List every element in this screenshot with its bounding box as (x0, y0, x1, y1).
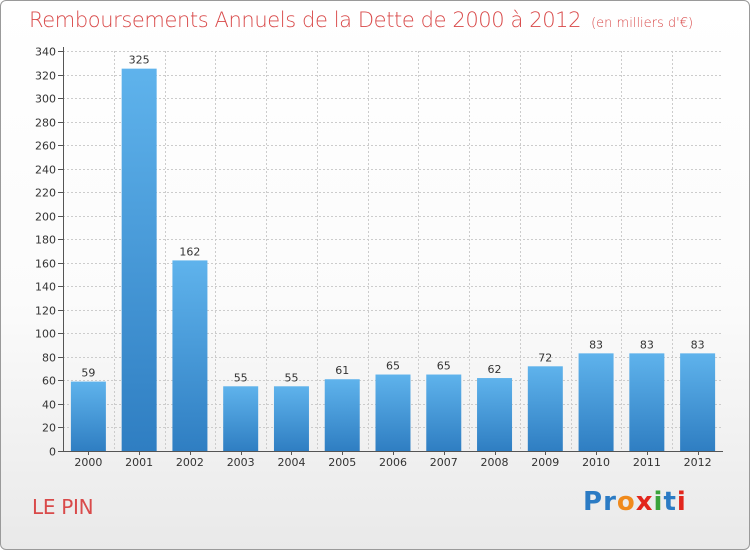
bar-value-label: 162 (179, 245, 200, 258)
x-tick-label: 2006 (379, 456, 407, 469)
bar-2002[interactable] (172, 260, 208, 451)
bar-value-label: 83 (589, 338, 603, 351)
bar-2001[interactable] (121, 68, 157, 451)
bar-value-label: 65 (437, 360, 451, 373)
y-tick-label: 80 (42, 352, 56, 365)
bar-2000[interactable] (70, 381, 106, 451)
chart-title: Remboursements Annuels de la Dette de 20… (29, 8, 693, 32)
bar-value-label: 55 (284, 371, 298, 384)
bar-2012[interactable] (680, 353, 716, 451)
bar-value-label: 62 (488, 363, 502, 376)
y-tick-label: 220 (35, 187, 56, 200)
y-tick-label: 100 (35, 328, 56, 341)
y-tick-label: 40 (42, 399, 56, 412)
y-tick-label: 0 (49, 446, 56, 459)
y-tick-label: 140 (35, 281, 56, 294)
x-tick-label: 2002 (176, 456, 204, 469)
location-name: LE PIN (32, 495, 94, 519)
y-tick-label: 260 (35, 140, 56, 153)
x-tick-label: 2008 (481, 456, 509, 469)
bar-2004[interactable] (273, 386, 309, 451)
logo-letter: r (603, 487, 617, 517)
x-tick-label: 2012 (684, 456, 712, 469)
logo-letter: o (616, 487, 636, 517)
logo-letter: x (635, 487, 654, 517)
bar-2009[interactable] (527, 366, 563, 451)
y-tick-label: 160 (35, 258, 56, 271)
x-tick-label: 2005 (328, 456, 356, 469)
y-tick-label: 340 (35, 46, 56, 59)
bar-2006[interactable] (375, 374, 411, 451)
bar-value-label: 61 (335, 364, 349, 377)
logo-letter: i (653, 487, 664, 517)
bar-value-label: 325 (129, 54, 150, 67)
y-tick-label: 60 (42, 375, 56, 388)
y-tick-label: 120 (35, 305, 56, 318)
bar-2007[interactable] (426, 374, 462, 451)
bar-2005[interactable] (324, 379, 360, 451)
bar-value-label: 55 (234, 371, 248, 384)
y-tick-label: 200 (35, 211, 56, 224)
logo-letter: i (676, 487, 687, 517)
y-tick-label: 180 (35, 234, 56, 247)
bar-value-label: 65 (386, 360, 400, 373)
proxiti-logo[interactable]: Proxiti (583, 487, 687, 517)
x-tick-label: 2000 (74, 456, 102, 469)
x-tick-label: 2004 (277, 456, 305, 469)
bar-2008[interactable] (477, 378, 513, 451)
y-tick-label: 320 (35, 70, 56, 83)
bar-value-label: 83 (640, 338, 654, 351)
x-tick-label: 2009 (531, 456, 559, 469)
x-tick-label: 2001 (125, 456, 153, 469)
y-tick-label: 300 (35, 93, 56, 106)
x-tick-label: 2010 (582, 456, 610, 469)
logo-letter: P (583, 487, 604, 517)
chart-unit: (en milliers d'€) (591, 16, 694, 31)
x-tick-label: 2007 (430, 456, 458, 469)
bar-value-label: 59 (81, 367, 95, 380)
bar-2003[interactable] (223, 386, 259, 451)
bar-2011[interactable] (629, 353, 665, 451)
y-tick-label: 280 (35, 117, 56, 130)
logo-letter: t (663, 487, 677, 517)
bar-2010[interactable] (578, 353, 614, 451)
bar-value-label: 83 (691, 338, 705, 351)
bar-value-label: 72 (538, 351, 552, 364)
y-tick-label: 20 (42, 422, 56, 435)
x-tick-label: 2011 (633, 456, 661, 469)
chart-title-text: Remboursements Annuels de la Dette de 20… (29, 8, 582, 32)
x-tick-label: 2003 (227, 456, 255, 469)
y-tick-label: 240 (35, 164, 56, 177)
